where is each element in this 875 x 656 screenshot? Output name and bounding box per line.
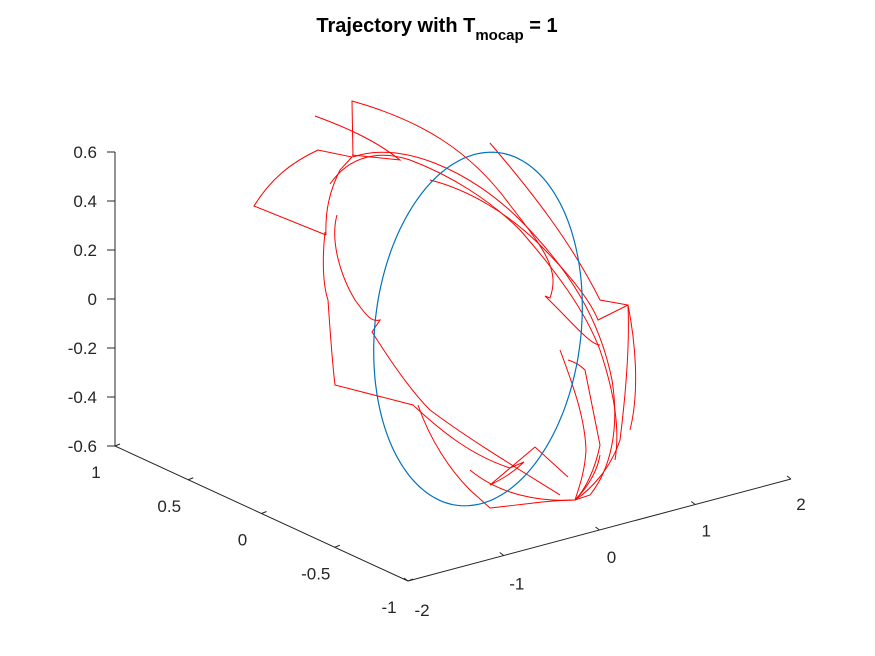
- reference-trajectory-series: [373, 151, 583, 507]
- x-tick-label: -2: [414, 601, 429, 620]
- y-tick-mark: [407, 578, 414, 582]
- tracking-trajectory-segment: [559, 349, 587, 501]
- reference-trajectory-line: [373, 151, 583, 507]
- z-tick-label: 0.2: [73, 241, 97, 260]
- axes: [107, 151, 792, 582]
- chart-title: Trajectory with Tmocap = 1: [316, 15, 557, 44]
- y-tick-label: -1: [381, 598, 396, 617]
- tracking-trajectory-series: [253, 100, 637, 509]
- tracking-trajectory-segment: [322, 231, 569, 486]
- chart-title-main: Trajectory with T: [316, 15, 475, 37]
- tracking-trajectory-segment: [253, 149, 353, 236]
- tracking-trajectory-segment: [489, 142, 629, 501]
- tracking-trajectory-segment: [334, 214, 561, 496]
- y-tick-mark: [261, 511, 267, 514]
- x-tick-label: 0: [607, 548, 616, 567]
- tracking-trajectory-segment: [417, 404, 601, 509]
- tick-labels: -2 -1 0 1 2 -1 -0.5 0 0.5 1 -0.6 -0.4 -0.2 0 0.2 0.4 0.6: [68, 143, 806, 620]
- z-tick-label: 0.4: [73, 192, 97, 211]
- x-tick-mark: [690, 501, 696, 505]
- y-tick-mark: [334, 544, 340, 548]
- tracking-trajectory-segment: [352, 151, 616, 501]
- tracking-trajectory-segment: [351, 100, 601, 346]
- y-tick-label: 0.5: [157, 497, 181, 516]
- z-tick-label: 0.6: [73, 143, 97, 162]
- x-tick-mark: [786, 475, 792, 480]
- x-tick-mark: [595, 526, 600, 531]
- tracking-trajectory-segment: [567, 359, 601, 501]
- y-tick-mark: [114, 443, 121, 447]
- z-tick-label: -0.6: [68, 437, 97, 456]
- y-tick-label: -0.5: [301, 564, 330, 583]
- tracking-trajectory-segment: [429, 179, 637, 431]
- z-tick-label: 0: [88, 290, 97, 309]
- y-tick-label: 1: [91, 463, 100, 482]
- x-tick-label: 2: [796, 495, 805, 514]
- tracking-trajectory-segment: [314, 115, 402, 161]
- x-tick-mark: [403, 577, 409, 582]
- chart-title-subscript: mocap: [475, 27, 523, 44]
- chart-title-suffix: = 1: [524, 15, 558, 37]
- x-tick-label: 1: [702, 522, 711, 541]
- x-tick-label: -1: [509, 575, 524, 594]
- tracking-trajectory-segment: [329, 154, 618, 461]
- z-tick-label: -0.2: [68, 339, 97, 358]
- z-tick-label: -0.4: [68, 388, 97, 407]
- y-tick-mark: [188, 477, 194, 481]
- y-tick-label: 0: [238, 531, 247, 550]
- x-tick-mark: [499, 552, 505, 556]
